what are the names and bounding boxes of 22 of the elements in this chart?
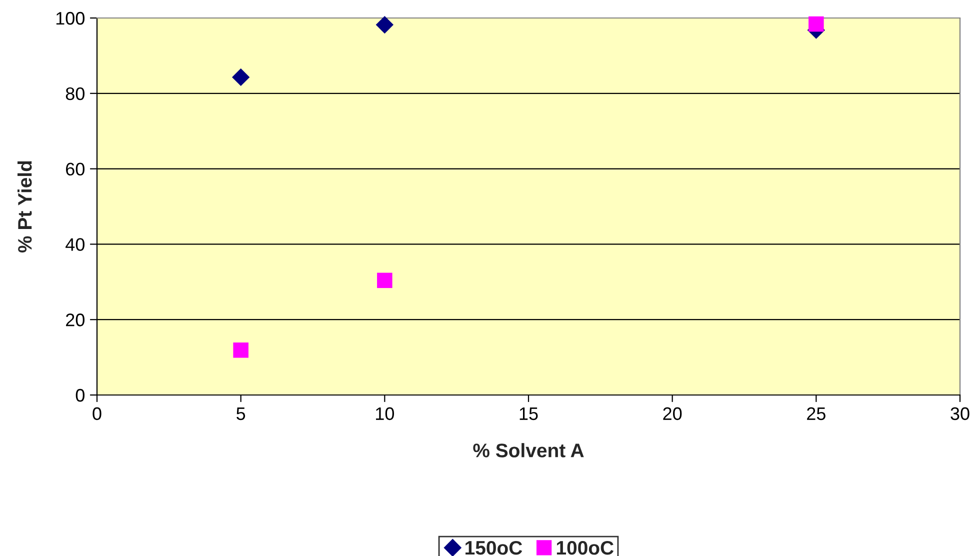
point [376,16,394,34]
x-axis-title: % Solvent A [473,443,584,458]
y-tick-label: 80 [66,87,84,100]
legend-label: 150oC [466,540,522,555]
x-tick-label: 25 [807,407,826,420]
point [377,272,392,288]
y-tick-label: 100 [56,12,84,25]
y-tick-label: 20 [66,314,84,326]
x-tick-label: 10 [376,407,394,420]
point [232,68,250,86]
legend-label: 100oC [556,540,614,555]
y-axis-title: % Pt Yield [18,161,32,252]
x-tick-label: 0 [92,407,102,420]
x-tick-label: 30 [950,407,970,420]
point [233,342,248,358]
x-tick-label: 20 [663,407,682,420]
x-tick-label: 15 [520,407,538,420]
x-tick-label: 5 [236,407,246,420]
y-tick-label: 0 [76,388,84,402]
y-tick-label: 40 [66,238,84,251]
y-tick-label: 60 [66,162,84,176]
point [808,16,824,32]
